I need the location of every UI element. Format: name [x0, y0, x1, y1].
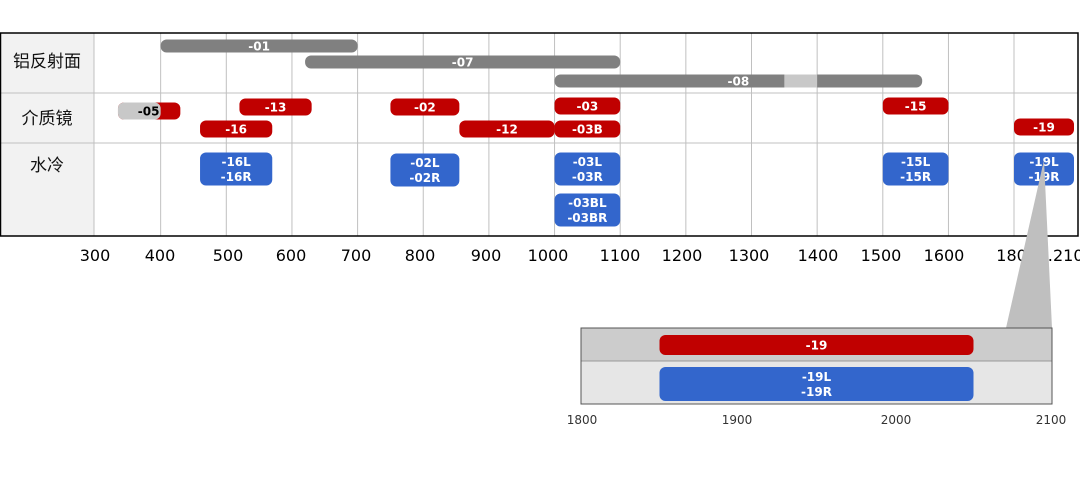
bar-label: -03BL	[568, 196, 607, 210]
bar-label: -03R	[572, 170, 603, 184]
bar-label: -19R	[801, 385, 832, 399]
x-tick-label: 600	[276, 246, 307, 265]
bar-label: -16R	[221, 170, 252, 184]
zoom-callout	[1006, 160, 1052, 328]
bar-label: -02	[414, 101, 436, 115]
row-label: 介质镜	[22, 109, 73, 129]
bar-13	[239, 98, 312, 116]
bar-label: -02L	[410, 156, 440, 170]
inset-x-tick-label: 1800	[567, 413, 598, 427]
bar-label: -19	[1033, 121, 1055, 135]
bar-02L	[390, 153, 460, 187]
inset-border	[580, 327, 1053, 405]
bar-label: -19	[806, 339, 828, 353]
x-tick-label: 900	[471, 246, 502, 265]
x-tick-label: 500	[213, 246, 244, 265]
inset-x-tick-label: 2100	[1036, 413, 1067, 427]
bar-15L	[882, 152, 949, 186]
bar-19L	[659, 367, 974, 401]
inset-x-tick-label: 2000	[881, 413, 912, 427]
x-tick-label: 400	[145, 246, 176, 265]
bar-02	[390, 98, 460, 116]
bar-label: -03L	[573, 155, 603, 169]
row-label: 水冷	[30, 156, 64, 176]
bar-label: -03B	[572, 123, 603, 137]
bar-label: -19L	[1029, 155, 1059, 169]
bar-label: -15L	[901, 155, 931, 169]
bar-19	[1014, 118, 1074, 136]
bar-label: -05	[138, 105, 160, 119]
x-tick-label: 1000	[528, 246, 569, 265]
bar-16	[200, 120, 273, 138]
row-label: 铝反射面	[13, 52, 81, 72]
bar-16L	[200, 152, 273, 186]
bar-label: -16	[225, 123, 247, 137]
bar-label: -19L	[802, 370, 832, 384]
bar-label: -12	[496, 123, 518, 137]
bar-label: -15	[905, 100, 927, 114]
bar-label: -16L	[221, 155, 251, 169]
bar-label: -08	[728, 75, 750, 89]
bar-03B	[554, 120, 621, 138]
bar-label: -13	[265, 101, 287, 115]
inset-x-tick-label: 1900	[722, 413, 753, 427]
x-tick-label: 1100	[600, 246, 641, 265]
bar-label: -02R	[409, 171, 440, 185]
x-tick-label: 1400	[798, 246, 839, 265]
x-tick-label: 700	[341, 246, 372, 265]
bar-15	[882, 97, 949, 115]
bar-label: -15R	[900, 170, 931, 184]
x-tick-label: 1600	[924, 246, 965, 265]
bar-label: -07	[452, 56, 474, 70]
bar-label: -03BR	[567, 211, 607, 225]
bar-03	[554, 97, 621, 115]
bar-light-segment	[117, 102, 161, 120]
bar-12	[459, 120, 555, 138]
x-tick-label: 1500	[861, 246, 902, 265]
x-tick-label: 1300	[729, 246, 770, 265]
bar-light-segment	[784, 74, 818, 88]
bar-01	[160, 39, 358, 53]
bar-03BL	[554, 193, 621, 227]
x-tick-label: 1200	[662, 246, 703, 265]
x-tick-label: 800	[405, 246, 436, 265]
bar-label: -03	[577, 100, 599, 114]
x-tick-label: 300	[80, 246, 111, 265]
bar-03L	[554, 152, 621, 186]
bar-19	[659, 335, 974, 355]
chart-border	[0, 32, 1079, 237]
bar-07	[305, 55, 621, 69]
bar-label: -01	[248, 40, 270, 54]
bar-08	[554, 74, 923, 88]
row-label-column	[0, 33, 94, 236]
